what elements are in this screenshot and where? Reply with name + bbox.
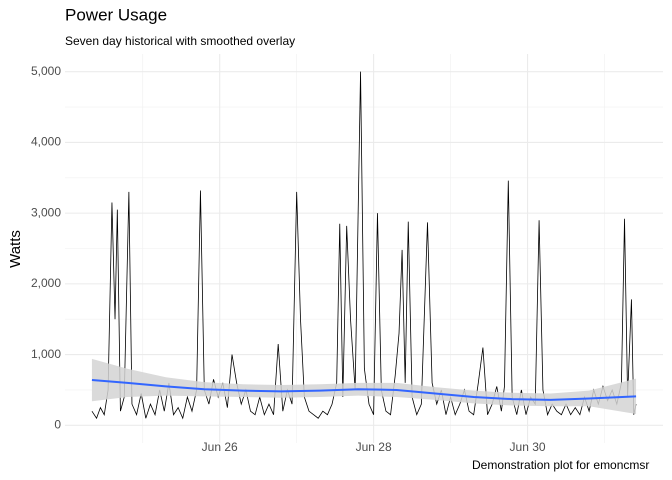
x-tick-label: Jun 28 bbox=[356, 440, 392, 454]
y-tick-label: 4,000 bbox=[31, 135, 61, 149]
y-tick-label: 1,000 bbox=[31, 347, 61, 361]
smooth-line bbox=[91, 379, 637, 401]
data-line bbox=[91, 71, 637, 420]
caption: Demonstration plot for emoncmsr bbox=[472, 458, 649, 472]
chart-subtitle: Seven day historical with smoothed overl… bbox=[65, 34, 295, 48]
confidence-ribbon bbox=[91, 358, 637, 415]
y-axis-label: Watts bbox=[7, 230, 24, 268]
y-tick-label: 2,000 bbox=[31, 276, 61, 290]
x-tick-label: Jun 26 bbox=[202, 440, 238, 454]
y-tick-label: 0 bbox=[54, 417, 61, 431]
y-tick-label: 5,000 bbox=[31, 64, 61, 78]
x-tick-label: Jun 30 bbox=[510, 440, 546, 454]
chart-title: Power Usage bbox=[65, 5, 167, 24]
y-tick-label: 3,000 bbox=[31, 205, 61, 219]
